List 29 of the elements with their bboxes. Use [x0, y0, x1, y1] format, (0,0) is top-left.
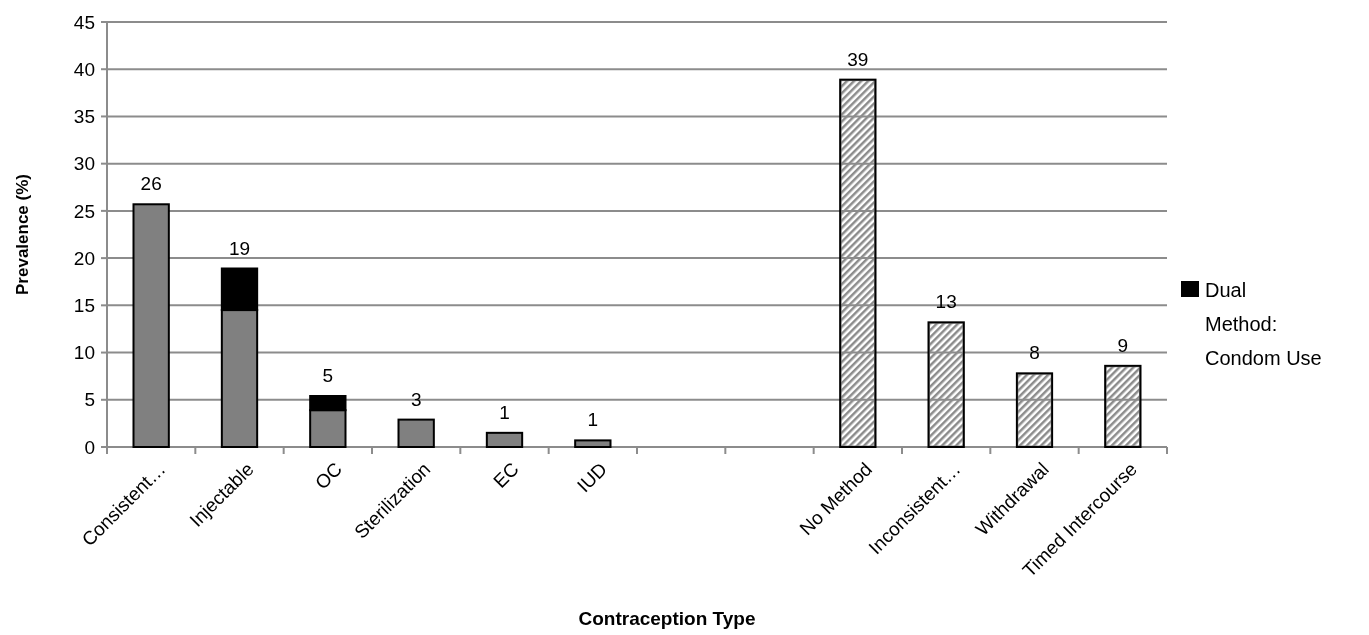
y-tick-label: 40 [73, 58, 95, 80]
y-tick-label: 30 [73, 153, 95, 175]
y-tick-label: 25 [73, 200, 95, 222]
bar [397, 418, 435, 448]
total-label: 5 [322, 365, 334, 386]
y-axis-title: Prevalence (%) [13, 174, 32, 295]
y-tick-label: 5 [84, 389, 95, 411]
legend-label: Dual Method: Condom Use [1205, 279, 1322, 369]
x-tick-label: OC [311, 458, 347, 494]
total-label: 8 [1029, 342, 1040, 364]
total-label: 19 [228, 237, 251, 259]
x-axis-title: Contraception Type [578, 608, 756, 629]
total-label: 9 [1117, 334, 1129, 356]
total-label: 26 [140, 173, 162, 195]
total-label: 3 [410, 388, 422, 410]
x-tick-label: IUD [573, 458, 612, 497]
bar [485, 431, 524, 448]
total-label: 1 [587, 409, 599, 431]
total-label: 13 [935, 291, 957, 313]
y-tick-label: 35 [73, 106, 95, 128]
bar [574, 439, 612, 448]
total-label: 1 [499, 401, 510, 423]
y-tick-label: 15 [73, 294, 95, 316]
y-tick-label: 45 [73, 11, 95, 33]
y-tick-label: 20 [73, 247, 95, 269]
y-tick-label: 0 [84, 436, 95, 458]
total-label: 39 [847, 48, 869, 70]
y-tick-label: 10 [73, 342, 95, 364]
x-tick-label: EC [489, 458, 523, 492]
